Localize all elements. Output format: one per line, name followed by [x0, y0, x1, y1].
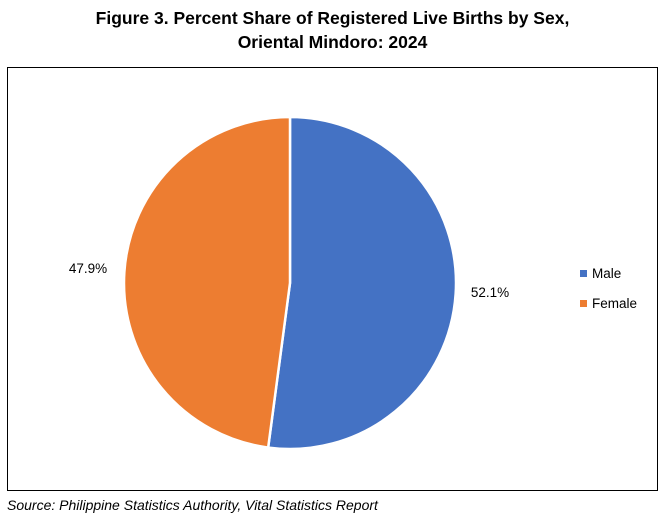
pie-chart: 52.1% 47.9% — [69, 115, 509, 451]
chart-title: Figure 3. Percent Share of Registered Li… — [0, 6, 665, 54]
legend-label-male: Male — [592, 265, 622, 281]
legend-swatch-male — [580, 269, 587, 277]
legend: Male Female — [580, 258, 637, 318]
chart-title-line-1: Figure 3. Percent Share of Registered Li… — [95, 8, 570, 28]
legend-swatch-female — [580, 299, 587, 307]
legend-item-male: Male — [580, 258, 637, 288]
chart-area: 52.1% 47.9% Male Female — [7, 67, 658, 491]
source-note: Source: Philippine Statistics Authority,… — [7, 497, 378, 513]
legend-label-female: Female — [592, 295, 638, 311]
legend-item-female: Female — [580, 288, 637, 318]
data-label-female: 47.9% — [69, 261, 107, 276]
pie-slice-male — [266, 115, 458, 451]
chart-title-line-2: Oriental Mindoro: 2024 — [237, 32, 428, 52]
data-label-male: 52.1% — [471, 285, 509, 300]
pie-slice-female — [122, 115, 292, 449]
